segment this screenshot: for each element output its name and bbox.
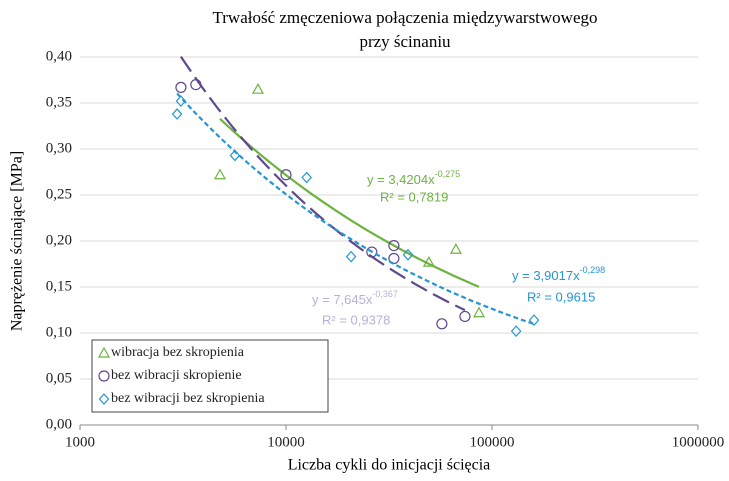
legend-label: bez wibracji skropienie [111, 368, 242, 383]
y-tick-label: 0,15 [46, 278, 72, 294]
y-tick-label: 0,40 [46, 48, 72, 64]
trendline-equation: y = 3,4204x-0,275 [367, 169, 460, 187]
point [402, 248, 414, 261]
point [528, 314, 540, 327]
x-tick-label: 10000 [267, 434, 305, 450]
point [345, 250, 357, 263]
trendline [219, 117, 480, 288]
point [422, 255, 435, 267]
y-axis-label: Naprężenie ścinające [MPa] [9, 151, 26, 331]
point [449, 243, 462, 254]
point [388, 240, 400, 252]
x-tick-label: 1000 [65, 434, 95, 450]
point [388, 252, 400, 265]
r-squared: R² = 0,9378 [322, 312, 390, 327]
point [301, 171, 312, 184]
point [366, 246, 378, 258]
y-tick-label: 0,05 [46, 370, 72, 386]
point [229, 149, 241, 162]
point [473, 306, 486, 318]
x-tick-label: 100000 [470, 434, 515, 450]
legend: wibracja bez skropienia bez wibracji skro… [91, 339, 329, 413]
trendline-equation: y = 3,9017x-0,298 [512, 265, 605, 283]
point [251, 82, 264, 94]
equation-exponent: -0,298 [580, 265, 606, 275]
legend-box [91, 339, 329, 413]
legend-marker [98, 393, 110, 405]
point [459, 310, 471, 323]
y-tick-label: 0,20 [46, 232, 72, 248]
point [175, 81, 187, 93]
r-squared: R² = 0,9615 [527, 289, 595, 304]
point [280, 169, 292, 181]
chart-title: Trwałość zmęczeniowa połączenia międzywa… [212, 8, 597, 27]
equation-exponent: -0,367 [372, 289, 398, 299]
legend-marker [97, 346, 111, 358]
y-tick-label: 0,35 [46, 94, 72, 110]
y-tick-label: 0,10 [46, 324, 72, 340]
point [510, 325, 522, 338]
legend-label: bez wibracji bez skropienia [111, 391, 265, 406]
equation-text: y = 7,645x [312, 292, 373, 307]
x-axis-label: Liczba cykli do inicjacji ścięcia [288, 457, 491, 474]
point [171, 108, 183, 120]
legend-label: wibracja bez skropienia [111, 345, 245, 360]
y-tick-label: 0,25 [46, 186, 72, 202]
point [436, 318, 448, 330]
point [175, 95, 187, 108]
y-tick-label: 0,30 [46, 140, 72, 156]
x-tick-label: 1000000 [672, 434, 725, 450]
trendline [179, 55, 466, 312]
equation-exponent: -0,275 [435, 169, 461, 179]
r-squared: R² = 0,7819 [380, 189, 448, 204]
trendline-equation: y = 7,645x-0,367 [312, 289, 398, 307]
point [213, 168, 226, 180]
equation-text: y = 3,9017x [512, 268, 580, 283]
chart-title: przy ścinaniu [359, 32, 451, 51]
y-tick-label: 0,00 [46, 416, 72, 432]
point [190, 78, 202, 91]
legend-marker [98, 370, 110, 382]
equation-text: y = 3,4204x [367, 172, 435, 187]
